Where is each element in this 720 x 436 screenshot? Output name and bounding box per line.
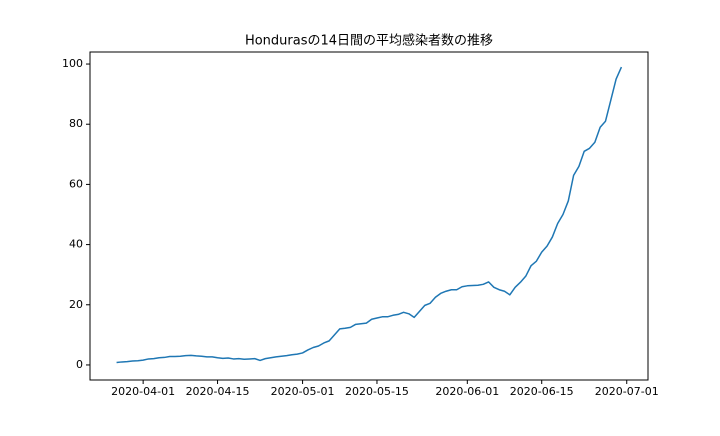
y-tick-label: 60 xyxy=(69,177,83,190)
y-tick-label: 0 xyxy=(76,358,83,371)
y-tick-label: 100 xyxy=(62,57,83,70)
y-tick-label: 40 xyxy=(69,238,83,251)
line-series xyxy=(116,66,623,364)
x-tick-label: 2020-06-15 xyxy=(510,385,574,398)
axes-frame xyxy=(89,51,649,381)
x-tick-label: 2020-06-01 xyxy=(435,385,499,398)
y-tick-label: 20 xyxy=(69,298,83,311)
chart-title: Hondurasの14日間の平均感染者数の推移 xyxy=(245,33,493,49)
x-tick-label: 2020-07-01 xyxy=(595,385,659,398)
y-tick-label: 80 xyxy=(69,117,83,130)
x-tick-label: 2020-04-01 xyxy=(111,385,175,398)
x-tick-label: 2020-04-15 xyxy=(186,385,250,398)
x-tick-label: 2020-05-15 xyxy=(345,385,409,398)
x-tick-label: 2020-05-01 xyxy=(271,385,335,398)
